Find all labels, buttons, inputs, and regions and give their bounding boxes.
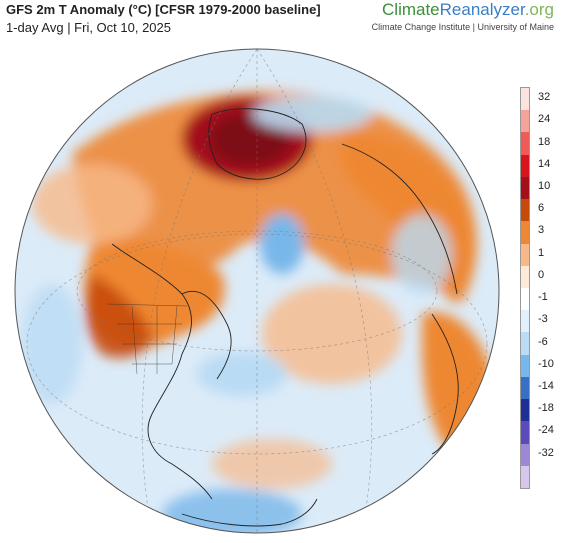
colorbar-segment [521,399,529,422]
state-borders-h [117,323,182,365]
colorbar-segment [521,288,529,311]
colorbar-tick-label: -3 [538,313,548,326]
brand-part-1: Climate [382,0,440,19]
globe-map [12,44,502,538]
colorbar-tick-label: 3 [538,224,545,237]
cool-region-arctic-ocean [252,96,372,132]
coastline-south-america [181,498,318,527]
colorbar-segment [521,376,529,400]
coastlines [111,108,459,527]
colorbar [520,87,530,489]
cool-region-greenland-south [260,214,304,274]
colorbar-tick-label: 0 [538,268,545,281]
brand-subtitle: Climate Change Institute | University of… [371,22,554,32]
graticule [26,49,488,533]
brand-logo[interactable]: ClimateReanalyzer.org [382,0,554,20]
graticule-meridian-2 [141,49,258,533]
colorbar-tick-label: -14 [538,380,554,392]
map-subtitle: 1-day Avg | Fri, Oct 10, 2025 [6,20,172,35]
colorbar-tick-label: 18 [538,135,551,148]
colorbar-segment [521,221,529,245]
coastline-hudson [181,290,232,380]
coastline-africa [431,313,459,455]
colorbar-segment [521,332,529,356]
brand-part-3: .org [524,0,554,19]
colorbar-tick-label: -1 [538,291,548,304]
colorbar-tick-label: 1 [538,246,545,259]
map-title: GFS 2m T Anomaly (°C) [CFSR 1979-2000 ba… [6,2,321,17]
border-us-canada [106,303,188,307]
colorbar-segment [521,176,529,200]
colorbar-tick-label: 32 [538,91,551,104]
colorbar-segment [521,199,529,222]
colorbar-tick-label: 24 [538,113,551,126]
colorbar-segment [521,443,529,467]
colorbar-segment [521,465,529,489]
colorbar-segment [521,265,529,289]
colorbar-tick-label: -6 [538,335,548,348]
warm-region-pacific [32,164,152,244]
cool-region-south-america [162,489,302,533]
coastline-eurasia [341,143,458,295]
colorbar-segment [521,154,529,178]
borders [106,303,188,375]
cool-region-east-us [197,352,287,396]
warm-region-west-us [85,274,152,358]
colorbar-tick-label: -24 [538,424,554,437]
colorbar-tick-label: 6 [538,202,545,215]
globe-svg [14,48,500,534]
colorbar-tick-label: -32 [538,446,554,459]
state-borders-v [131,305,178,375]
colorbar-segment [521,243,529,267]
cool-region-central-asia [392,214,452,294]
colorbar-tick-label: -18 [538,402,554,415]
colorbar-tick-label: -10 [538,357,554,370]
warm-region-south-atlantic [212,439,332,489]
graticule-meridian-3 [256,49,373,533]
colorbar-segment [521,132,529,156]
colorbar-tick-label: 14 [538,157,551,170]
coastline-americas [111,243,213,500]
colorbar-segment [521,110,529,133]
brand-part-2: Reanalyzer [439,0,525,19]
cool-region-east-pacific [22,284,82,404]
colorbar-segment [521,88,529,111]
colorbar-segment [521,310,529,333]
coastline-greenland [208,108,307,180]
globe-outline [14,48,500,534]
colorbar-tick-label: 10 [538,180,551,192]
graticule-lat-2 [26,233,488,455]
colorbar-segment [521,354,529,378]
warm-region-atlantic [262,284,402,384]
colorbar-segment [521,421,529,445]
